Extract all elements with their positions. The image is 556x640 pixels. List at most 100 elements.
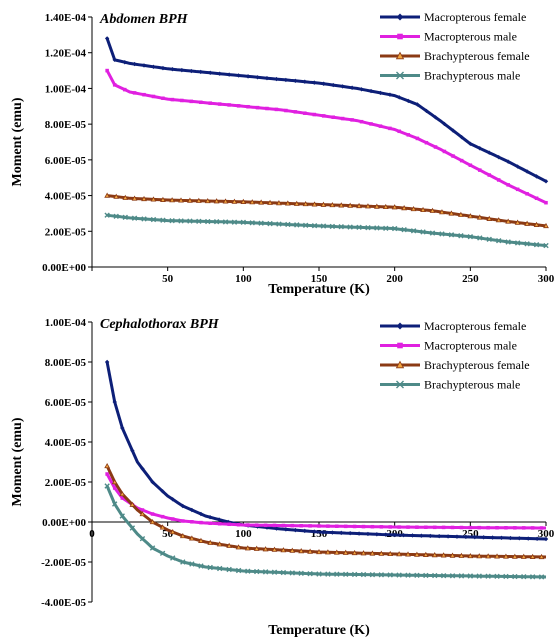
data-point	[312, 80, 317, 85]
data-point	[485, 553, 492, 559]
data-point	[391, 204, 398, 210]
data-point	[198, 511, 204, 517]
data-point	[334, 571, 340, 577]
data-point	[189, 535, 195, 541]
data-point	[359, 87, 364, 92]
data-point	[458, 573, 465, 579]
data-point	[263, 523, 268, 528]
data-point	[204, 197, 211, 204]
data-point	[321, 81, 326, 86]
data-point	[178, 197, 184, 203]
series-brachypterous-female	[104, 192, 549, 229]
data-point	[347, 202, 354, 208]
legend: Macropterous female Macropterous male Brac…	[380, 319, 530, 392]
data-point	[320, 223, 327, 229]
data-point	[441, 525, 446, 530]
data-point	[129, 525, 136, 531]
data-point	[515, 164, 520, 169]
data-point	[161, 96, 165, 101]
data-point	[213, 219, 220, 225]
data-point	[388, 126, 392, 131]
data-point	[512, 573, 518, 580]
data-point	[494, 553, 500, 559]
data-point	[227, 103, 231, 107]
x-tick-label: 300	[538, 528, 555, 540]
data-point	[303, 111, 307, 115]
data-point	[524, 220, 530, 226]
data-point	[360, 571, 367, 578]
data-point	[274, 526, 279, 531]
data-point	[387, 92, 393, 97]
legend-item: Macropterous male	[380, 30, 517, 44]
data-point	[274, 107, 279, 112]
data-point	[150, 216, 157, 223]
y-tick-label: -2.00E-05	[41, 557, 86, 569]
legend-item: Macropterous female	[380, 10, 526, 24]
data-point	[405, 572, 411, 578]
data-point	[487, 173, 492, 177]
data-point	[267, 199, 273, 205]
data-point	[289, 547, 296, 553]
x-tick-label: 50	[162, 273, 174, 285]
data-point	[494, 573, 500, 580]
y-axis-title: Moment (emu)	[10, 417, 25, 506]
data-point	[374, 225, 380, 231]
data-point	[420, 206, 426, 213]
data-point	[352, 524, 357, 529]
data-point	[543, 242, 549, 249]
y-tick-label: -4.00E-05	[41, 597, 86, 609]
data-point	[477, 235, 483, 241]
data-point	[468, 141, 473, 146]
data-point	[290, 523, 295, 528]
legend-marker	[396, 322, 404, 330]
data-point	[467, 233, 474, 240]
data-point	[207, 515, 213, 520]
data-point	[467, 213, 474, 219]
data-point	[356, 531, 362, 536]
data-point	[538, 553, 545, 560]
data-point	[440, 552, 447, 558]
data-point	[424, 525, 428, 530]
data-point	[198, 69, 203, 75]
data-point	[122, 194, 129, 200]
data-point	[477, 525, 481, 530]
data-point	[274, 76, 279, 82]
data-point	[170, 555, 176, 561]
data-point	[405, 551, 411, 557]
data-point	[368, 88, 374, 94]
data-point	[508, 535, 513, 541]
data-point	[284, 108, 288, 113]
data-point	[329, 201, 336, 208]
data-point	[293, 527, 298, 533]
series-brachypterous-male	[104, 483, 547, 580]
data-point	[445, 534, 451, 539]
series-macropterous-female	[104, 359, 549, 542]
data-point	[481, 535, 486, 540]
data-point	[217, 521, 222, 526]
data-point	[373, 203, 380, 209]
data-point	[391, 225, 398, 232]
data-point	[448, 210, 455, 216]
data-point	[331, 115, 335, 119]
data-point	[422, 551, 429, 557]
data-point	[397, 129, 401, 134]
data-point	[189, 561, 195, 567]
data-point	[104, 462, 111, 469]
series-brachypterous-male	[104, 212, 549, 249]
data-point	[253, 568, 260, 575]
data-point	[370, 524, 375, 529]
data-point	[529, 574, 536, 580]
data-point	[231, 198, 238, 204]
y-tick-label: 1.20E-04	[45, 48, 87, 60]
data-point	[530, 526, 535, 530]
data-point	[198, 537, 204, 543]
data-point	[423, 572, 429, 579]
data-point	[524, 169, 530, 174]
data-point	[104, 359, 110, 365]
data-point	[544, 200, 548, 205]
data-point	[298, 570, 304, 576]
x-axis-title: Temperature (K)	[268, 282, 370, 297]
y-tick-label: 8.00E-05	[45, 119, 87, 131]
data-point	[249, 220, 255, 226]
data-point	[255, 105, 260, 110]
